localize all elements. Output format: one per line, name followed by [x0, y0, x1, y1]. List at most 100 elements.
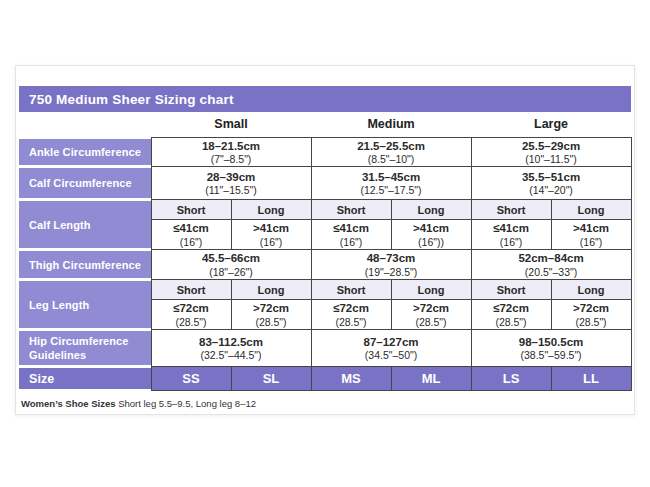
subheader-long: Long: [551, 200, 631, 220]
table-cell: ≤72cm (28.5"): [311, 300, 391, 330]
table-cell: 98–150.5cm (38.5"–59.5"): [471, 330, 631, 367]
cell-cm-value: 28–39cm: [152, 170, 311, 184]
size-cell-ms: MS: [311, 367, 391, 391]
row-label-cell: Thigh Circumference: [19, 250, 151, 280]
column-header-medium: Medium: [311, 112, 471, 137]
cell-inch-value: (18"–26"): [152, 266, 311, 279]
cell-cm-value: ≤72cm: [312, 301, 391, 315]
subheader-short: Short: [151, 200, 231, 220]
row-ankle-circumference: Ankle Circumference 18–21.5cm (7"–8.5") …: [19, 137, 631, 167]
row-label: Ankle Circumference: [19, 139, 151, 166]
cell-cm-value: 87–127cm: [312, 335, 471, 349]
cell-inch-value: (28.5"): [552, 316, 631, 329]
cell-inch-value: (12.5"–17.5"): [312, 184, 471, 197]
table-cell: 35.5–51cm (14"–20"): [471, 167, 631, 200]
size-cell-sl: SL: [231, 367, 311, 391]
cell-cm-value: 98–150.5cm: [472, 335, 631, 349]
subheader-long: Long: [551, 280, 631, 300]
cell-inch-value: (11"–15.5"): [152, 184, 311, 197]
table-cell: 18–21.5cm (7"–8.5"): [151, 137, 311, 167]
row-calf-length-subheader: Calf Length Short Long Short Long Short …: [19, 200, 631, 220]
cell-cm-value: 48–73cm: [312, 251, 471, 265]
cell-cm-value: >72cm: [232, 301, 311, 315]
cell-cm-value: ≤72cm: [152, 301, 231, 315]
cell-cm-value: 31.5–45cm: [312, 170, 471, 184]
subheader-short: Short: [311, 200, 391, 220]
size-cell-ll: LL: [551, 367, 631, 391]
cell-cm-value: ≤72cm: [472, 301, 551, 315]
cell-cm-value: >72cm: [392, 301, 471, 315]
cell-cm-value: 52cm–84cm: [472, 251, 631, 265]
table-cell: ≤72cm (28.5"): [471, 300, 551, 330]
footnote-text: Short leg 5.5–9.5, Long leg 8–12: [118, 398, 256, 409]
cell-cm-value: 45.5–66cm: [152, 251, 311, 265]
page: 750 Medium Sheer Sizing chart Small Medi…: [0, 0, 650, 487]
cell-inch-value: (32.5"–44.5"): [152, 349, 311, 362]
column-header-row: Small Medium Large: [19, 112, 631, 137]
chart-title-bar: 750 Medium Sheer Sizing chart: [19, 86, 631, 112]
row-leg-length-subheader: Leg Length Short Long Short Long Short L…: [19, 280, 631, 300]
cell-inch-value: (19"–28.5"): [312, 266, 471, 279]
cell-inch-value: (16"): [472, 236, 551, 249]
cell-cm-value: 35.5–51cm: [472, 170, 631, 184]
cell-inch-value: (16"): [312, 236, 391, 249]
table-cell: 31.5–45cm (12.5"–17.5"): [311, 167, 471, 200]
table-cell: >41cm (16"): [551, 220, 631, 250]
cell-cm-value: ≤41cm: [312, 221, 391, 235]
subheader-short: Short: [471, 200, 551, 220]
cell-inch-value: (28.5"): [312, 316, 391, 329]
sizing-chart-card: 750 Medium Sheer Sizing chart Small Medi…: [15, 65, 635, 415]
cell-inch-value: (28.5"): [392, 316, 471, 329]
row-label-cell: Calf Circumference: [19, 167, 151, 200]
footnote-bold-label: Women’s Shoe Sizes: [21, 398, 116, 409]
table-cell: ≤41cm (16"): [151, 220, 231, 250]
cell-inch-value: (28.5"): [472, 316, 551, 329]
cell-inch-value: (16"): [232, 236, 311, 249]
size-cell-ml: ML: [391, 367, 471, 391]
cell-cm-value: 21.5–25.5cm: [312, 139, 471, 153]
subheader-short: Short: [471, 280, 551, 300]
cell-inch-value: (16"): [552, 236, 631, 249]
row-label-cell: Size: [19, 367, 151, 391]
size-cell-ss: SS: [151, 367, 231, 391]
row-thigh-circumference: Thigh Circumference 45.5–66cm (18"–26") …: [19, 250, 631, 280]
cell-cm-value: ≤41cm: [152, 221, 231, 235]
cell-cm-value: >41cm: [232, 221, 311, 235]
cell-cm-value: >41cm: [552, 221, 631, 235]
row-calf-circumference: Calf Circumference 28–39cm (11"–15.5") 3…: [19, 167, 631, 200]
table-cell: 45.5–66cm (18"–26"): [151, 250, 311, 280]
table-cell: 28–39cm (11"–15.5"): [151, 167, 311, 200]
cell-cm-value: ≤41cm: [472, 221, 551, 235]
row-label: Size: [19, 368, 151, 389]
subheader-long: Long: [391, 200, 471, 220]
row-size: Size SS SL MS ML LS LL: [19, 367, 631, 391]
row-label-cell: Leg Length: [19, 280, 151, 330]
table-cell: 87–127cm (34.5"–50"): [311, 330, 471, 367]
table-cell: ≤72cm (28.5"): [151, 300, 231, 330]
table-cell: >41cm (16"): [231, 220, 311, 250]
sizing-table: Small Medium Large Ankle Circumference 1…: [19, 112, 632, 391]
cell-inch-value: (14"–20"): [472, 184, 631, 197]
row-label: Leg Length: [19, 281, 151, 328]
row-label: Calf Circumference: [19, 168, 151, 198]
cell-inch-value: (16"): [152, 236, 231, 249]
table-cell: ≤41cm (16"): [311, 220, 391, 250]
table-cell: 52cm–84cm (20.5"–33"): [471, 250, 631, 280]
cell-inch-value: (28.5"): [152, 316, 231, 329]
shoe-sizes-footnote: Women’s Shoe Sizes Short leg 5.5–9.5, Lo…: [21, 398, 631, 409]
cell-inch-value: (7"–8.5"): [152, 153, 311, 166]
subheader-long: Long: [391, 280, 471, 300]
table-cell: >72cm (28.5"): [231, 300, 311, 330]
cell-inch-value: (28.5"): [232, 316, 311, 329]
table-cell: 25.5–29cm (10"–11.5"): [471, 137, 631, 167]
row-label-cell: Hip Circumference Guidelines: [19, 330, 151, 367]
subheader-long: Long: [231, 200, 311, 220]
cell-cm-value: >41cm: [392, 221, 471, 235]
cell-inch-value: (10"–11.5"): [472, 153, 631, 166]
cell-cm-value: 83–112.5cm: [152, 335, 311, 349]
row-label: Thigh Circumference: [19, 251, 151, 278]
table-cell: ≤41cm (16"): [471, 220, 551, 250]
cell-inch-value: (20.5"–33"): [472, 266, 631, 279]
cell-cm-value: >72cm: [552, 301, 631, 315]
table-cell: >72cm (28.5"): [391, 300, 471, 330]
